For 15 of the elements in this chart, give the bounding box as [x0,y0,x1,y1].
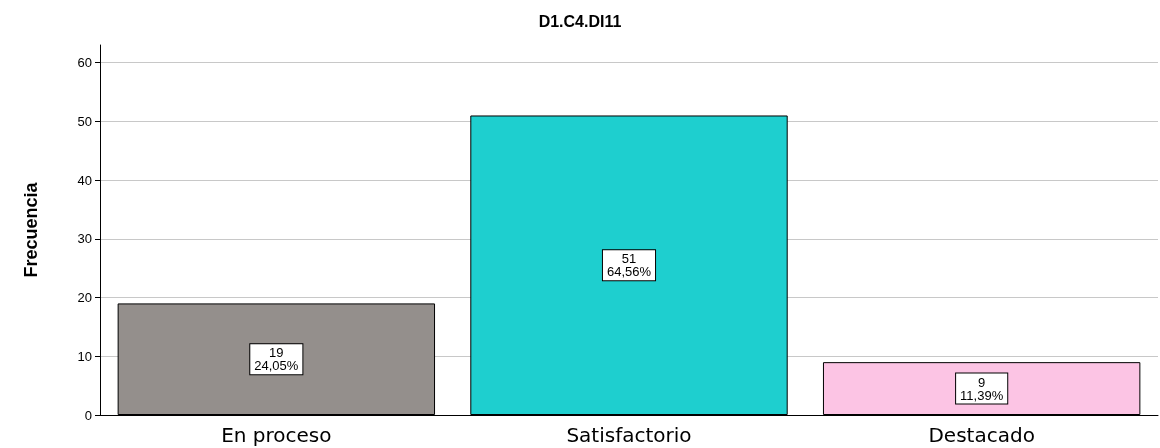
chart-title: D1.C4.DI11 [538,12,622,30]
data-label: 19 24,05% [254,345,299,374]
data-label: 51 64,56% [606,251,652,280]
x-tick-label: Satisfactorio [566,423,692,447]
y-tick-label: 20 [77,290,92,306]
y-tick-label: 0 [84,407,92,423]
y-tick-label: 30 [77,231,92,247]
y-tick-label: 50 [77,113,92,129]
data-label: 9 11,39% [960,374,1004,403]
y-tick-label: 40 [77,172,92,188]
y-axis-title: Frecuencia [21,181,41,278]
x-tick-label: Destacado [928,423,1035,447]
y-tick-label: 10 [77,348,92,364]
x-tick-label: En proceso [221,423,332,447]
y-tick-label: 60 [77,55,92,71]
